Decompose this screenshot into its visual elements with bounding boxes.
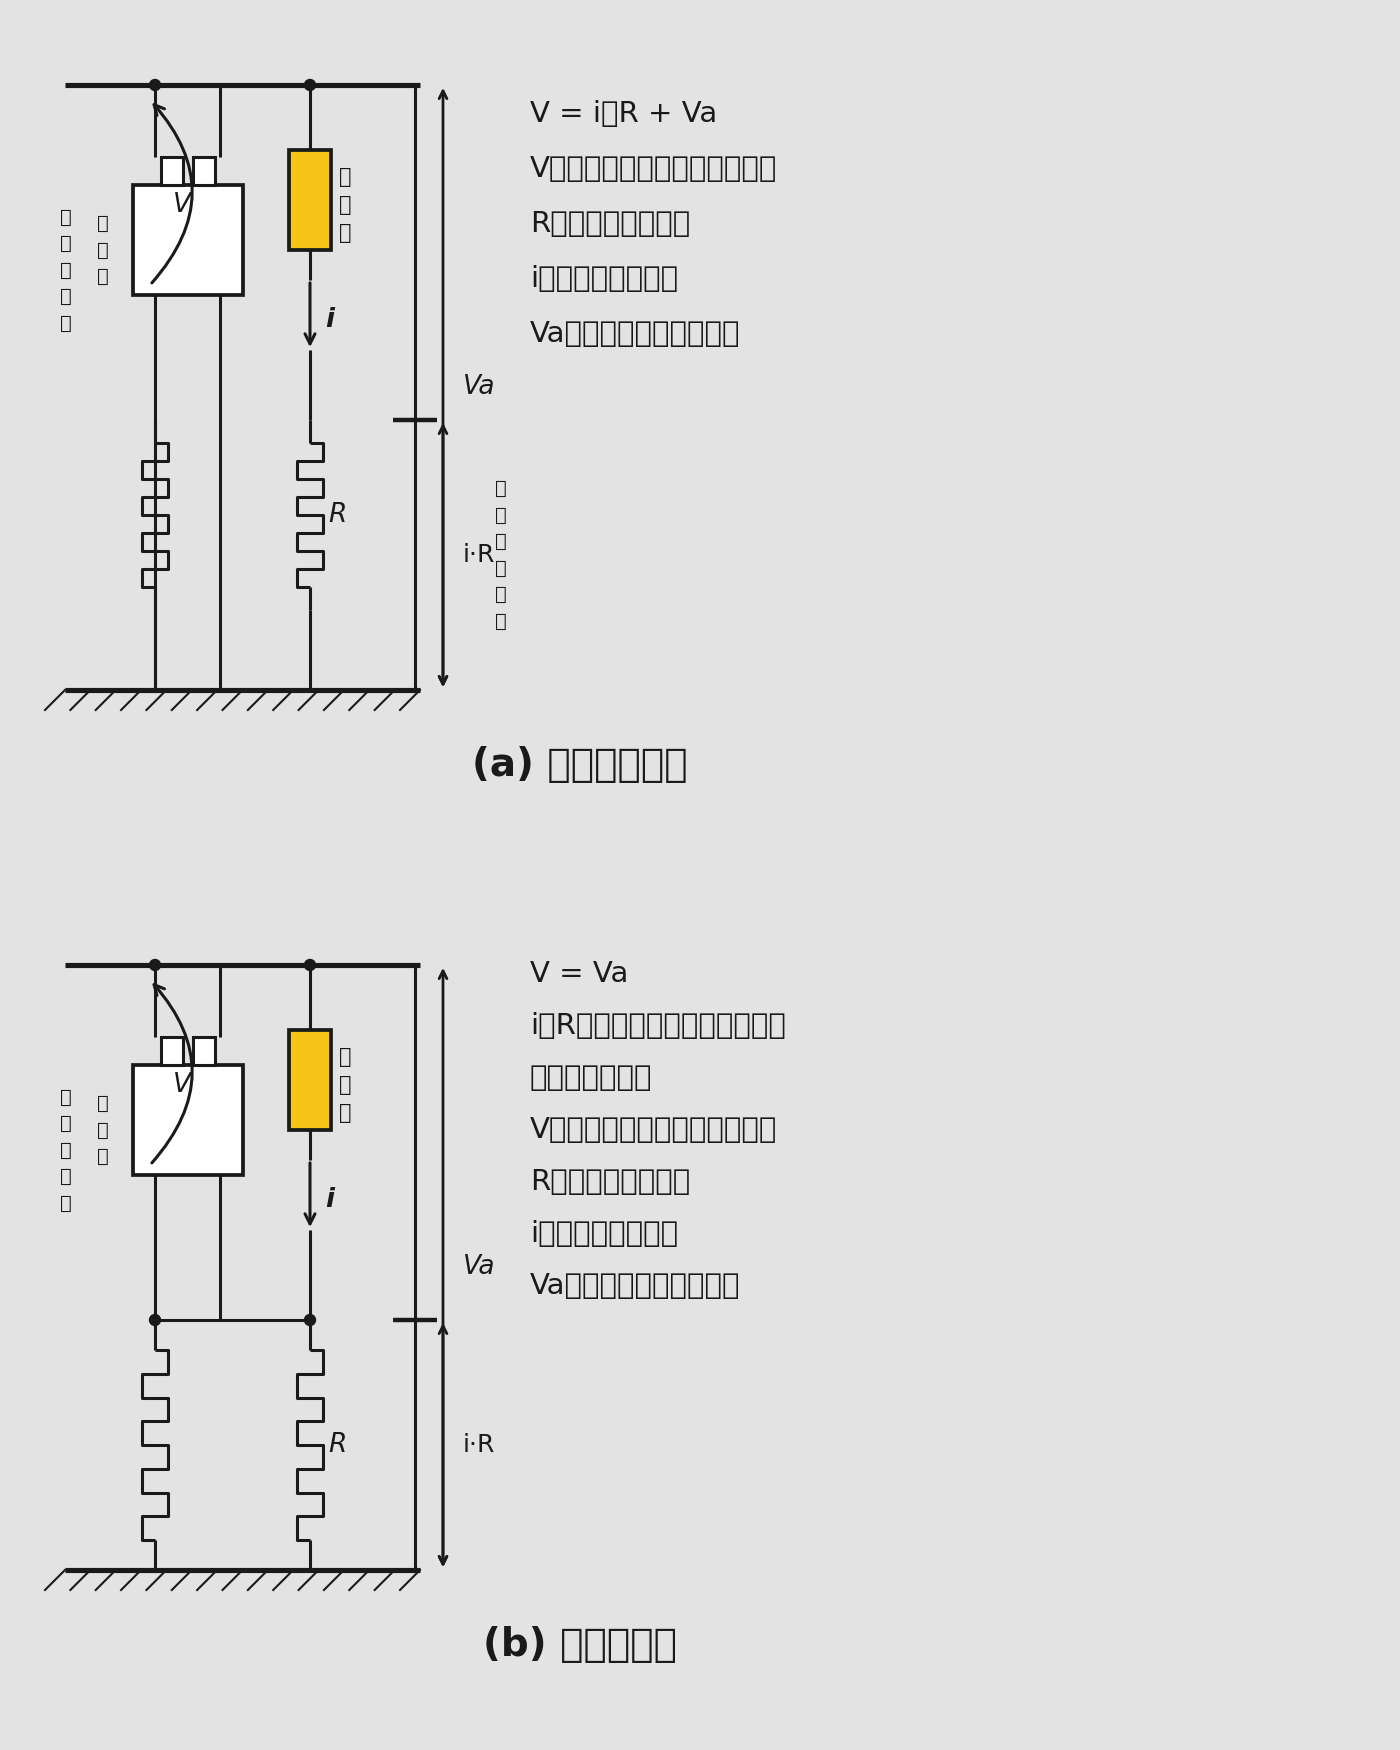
Text: 避
雷
器: 避 雷 器 xyxy=(339,1046,351,1124)
Text: 変
圧
器: 変 圧 器 xyxy=(97,214,109,285)
Text: ケ
ー
ス
接
地: ケ ー ス 接 地 xyxy=(60,1087,71,1213)
Circle shape xyxy=(305,1314,315,1325)
Text: Va: Va xyxy=(463,1255,496,1281)
Text: i·R: i·R xyxy=(463,542,496,567)
Bar xyxy=(133,1066,242,1174)
Text: 変
圧
器: 変 圧 器 xyxy=(97,1094,109,1166)
Text: i：避雷器放電電流: i：避雷器放電電流 xyxy=(531,1220,678,1248)
Text: i・Rの電位上昇分が変圧器には: i・Rの電位上昇分が変圧器には xyxy=(531,1011,785,1040)
Bar xyxy=(193,1038,214,1066)
Circle shape xyxy=(150,1314,161,1325)
Text: V: V xyxy=(174,192,190,219)
Text: R：避雷器接地抵抗: R：避雷器接地抵抗 xyxy=(531,1167,690,1195)
Text: V = i・R + Va: V = i・R + Va xyxy=(531,100,717,128)
Text: R：避雷器接地抵抗: R：避雷器接地抵抗 xyxy=(531,210,690,238)
Text: V：変圧器一次側に生じる電圧: V：変圧器一次側に生じる電圧 xyxy=(531,1116,777,1144)
Bar xyxy=(133,186,242,296)
Text: 印加されない。: 印加されない。 xyxy=(531,1064,652,1092)
Text: Va：避雷器の端子間電圧: Va：避雷器の端子間電圧 xyxy=(531,320,741,348)
Text: Va: Va xyxy=(463,374,496,401)
Text: (b) 連接接地時: (b) 連接接地時 xyxy=(483,1626,678,1664)
Text: R: R xyxy=(328,1432,346,1458)
Circle shape xyxy=(150,959,161,971)
Text: i：避雷器放電電流: i：避雷器放電電流 xyxy=(531,264,678,292)
Text: i: i xyxy=(325,306,335,332)
Text: 避
雷
器
用
接
地: 避 雷 器 用 接 地 xyxy=(496,480,507,630)
Circle shape xyxy=(305,79,315,91)
Text: i: i xyxy=(325,1186,335,1213)
Text: Va：避雷器の端子間電圧: Va：避雷器の端子間電圧 xyxy=(531,1272,741,1300)
Bar xyxy=(161,158,182,186)
Text: V: V xyxy=(174,1073,190,1097)
Text: i·R: i·R xyxy=(463,1433,496,1458)
Text: 避
雷
器: 避 雷 器 xyxy=(339,166,351,243)
Text: V：変圧器一次側に生じる電圧: V：変圧器一次側に生じる電圧 xyxy=(531,156,777,184)
Text: (a) 非連接接地時: (a) 非連接接地時 xyxy=(472,746,687,784)
Bar xyxy=(193,158,214,186)
Text: V = Va: V = Va xyxy=(531,961,629,989)
Bar xyxy=(288,1031,330,1130)
Bar xyxy=(161,1038,182,1066)
Circle shape xyxy=(305,959,315,971)
Text: R: R xyxy=(328,502,346,528)
Circle shape xyxy=(150,79,161,91)
Text: ケ
ー
ス
接
地: ケ ー ス 接 地 xyxy=(60,208,71,332)
Bar xyxy=(288,150,330,250)
